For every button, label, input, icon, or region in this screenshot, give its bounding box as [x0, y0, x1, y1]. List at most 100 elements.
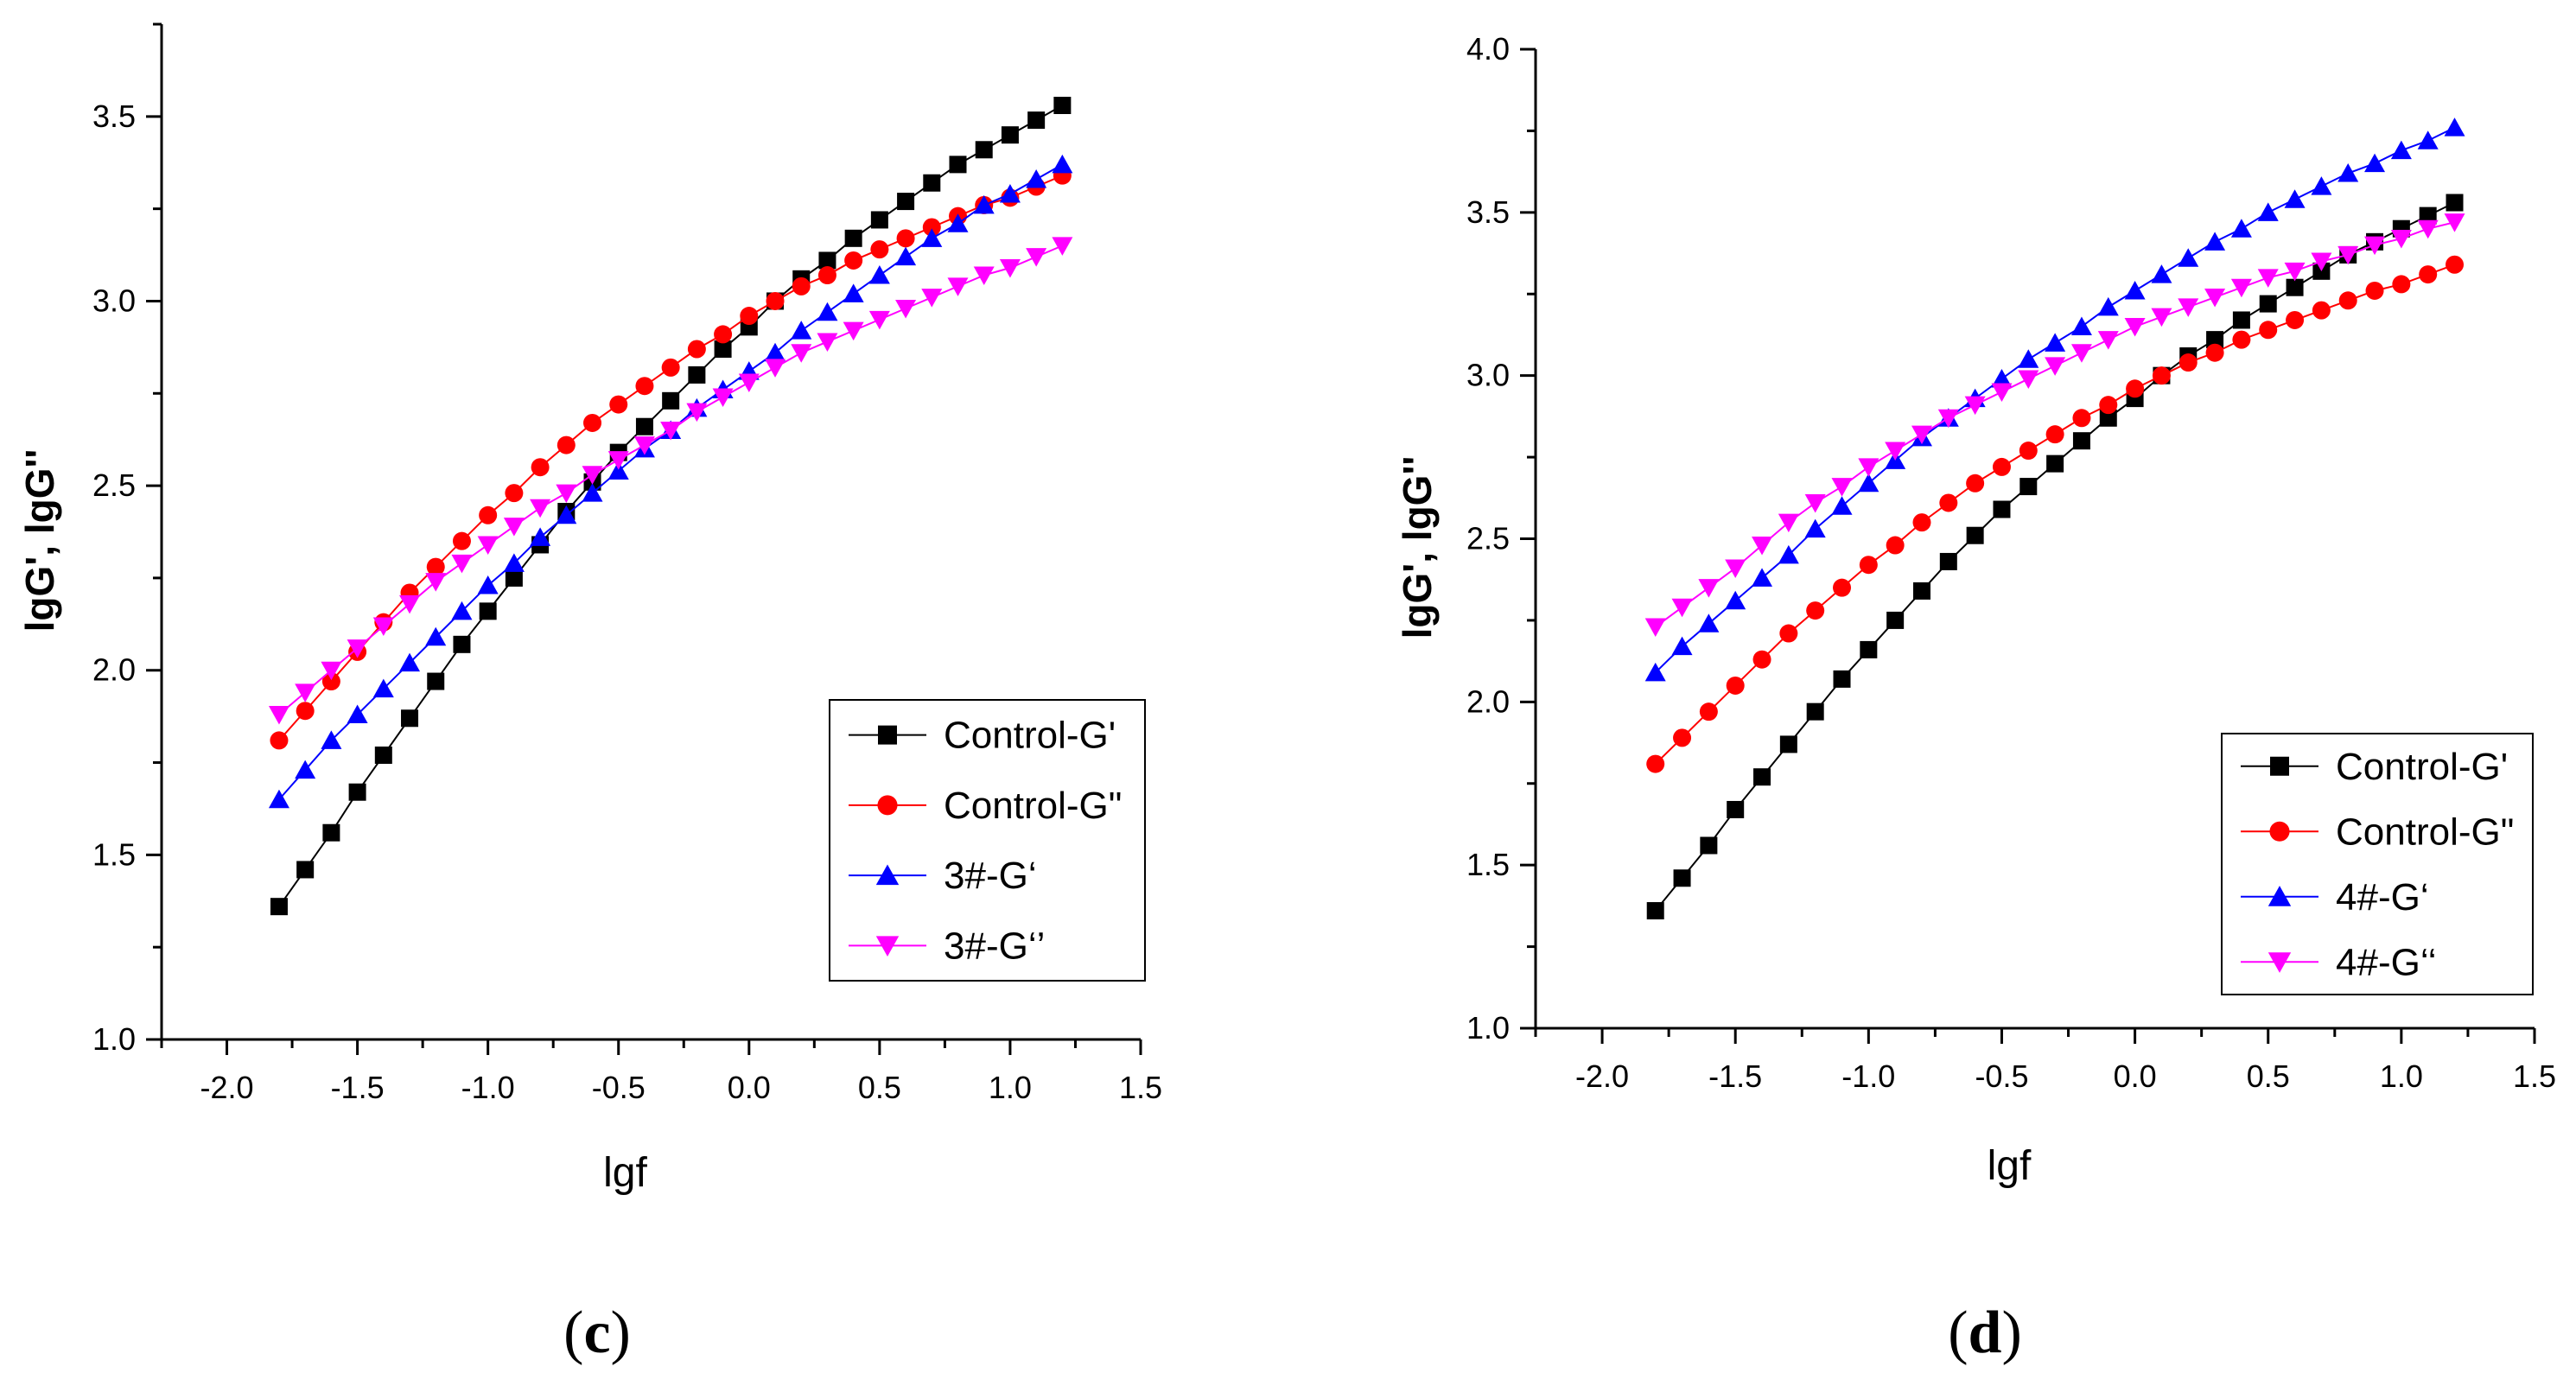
- data-point: [268, 706, 289, 725]
- legend-marker: [2269, 821, 2290, 842]
- data-point: [868, 310, 890, 330]
- data-point: [1858, 473, 1880, 493]
- data-point: [531, 458, 550, 477]
- data-point: [1779, 624, 1798, 643]
- data-point: [2151, 264, 2172, 283]
- data-point: [895, 300, 917, 319]
- data-point: [268, 789, 289, 809]
- data-point: [347, 639, 368, 658]
- data-point: [2311, 176, 2332, 195]
- data-point: [740, 307, 759, 326]
- data-point: [2070, 344, 2092, 363]
- data-point: [843, 321, 864, 341]
- data-point: [2311, 252, 2332, 271]
- data-point: [530, 499, 551, 518]
- data-point: [2337, 163, 2359, 182]
- data-point: [2390, 140, 2412, 160]
- data-point: [505, 569, 523, 587]
- data-point: [399, 594, 421, 614]
- y-tick-label: 3.0: [92, 283, 136, 318]
- data-point: [2284, 189, 2306, 208]
- data-point: [270, 898, 288, 916]
- data-point: [1886, 536, 1905, 555]
- data-point: [348, 783, 366, 801]
- data-point: [2124, 318, 2146, 337]
- x-tick-label: 1.5: [1119, 1070, 1162, 1105]
- x-tick-label: 1.5: [2513, 1058, 2556, 1094]
- data-point: [738, 373, 760, 392]
- data-point: [425, 573, 447, 592]
- data-point: [1912, 513, 1931, 532]
- data-point: [895, 246, 917, 266]
- data-point: [633, 436, 655, 455]
- panel-label-open: (: [563, 1300, 583, 1366]
- data-point: [2178, 298, 2199, 317]
- data-point: [1752, 650, 1771, 669]
- data-point: [712, 388, 734, 408]
- data-point: [2204, 289, 2226, 308]
- data-point: [1991, 383, 2013, 403]
- data-point: [1806, 702, 1824, 721]
- data-point: [479, 602, 497, 620]
- panel-label: (c): [563, 1300, 631, 1366]
- data-point: [766, 291, 785, 310]
- data-point: [2444, 213, 2465, 232]
- data-point: [1026, 248, 1047, 267]
- data-point: [2178, 353, 2198, 372]
- data-point: [1752, 568, 1773, 587]
- data-point: [765, 342, 786, 362]
- data-point: [870, 211, 888, 229]
- data-point: [295, 760, 316, 779]
- x-tick-label: -1.5: [1708, 1058, 1762, 1094]
- x-tick-label: 0.5: [858, 1070, 901, 1105]
- data-point: [1991, 368, 2013, 388]
- data-point: [452, 531, 471, 550]
- data-point: [1027, 111, 1046, 130]
- data-point: [1992, 457, 2011, 476]
- data-point: [1966, 526, 1984, 544]
- data-point: [2151, 308, 2172, 327]
- data-point: [2312, 301, 2331, 320]
- data-point: [2364, 153, 2386, 173]
- data-point: [427, 672, 445, 690]
- data-point: [372, 617, 394, 636]
- legend-marker: [2268, 886, 2292, 906]
- legend-marker: [877, 795, 898, 816]
- legend-label: Control-G": [2336, 810, 2514, 853]
- data-point: [399, 652, 421, 672]
- x-tick-label: -1.0: [1841, 1058, 1895, 1094]
- data-point: [662, 391, 680, 410]
- y-axis-label: lgG', lgG'': [17, 449, 62, 632]
- data-point: [582, 466, 603, 485]
- data-point: [1700, 836, 1718, 855]
- data-point: [2018, 349, 2039, 368]
- y-tick-label: 2.5: [92, 467, 136, 503]
- data-point: [1859, 556, 1878, 575]
- x-tick-label: 1.0: [2380, 1058, 2423, 1094]
- series-line: [278, 175, 1063, 741]
- data-point: [688, 365, 706, 384]
- data-point: [947, 213, 969, 232]
- data-point: [947, 277, 969, 296]
- data-point: [503, 553, 525, 572]
- legend-marker: [875, 864, 900, 886]
- y-axis-label: lgG', lgG'': [1395, 456, 1440, 639]
- legend-label: Control-G': [944, 715, 1116, 757]
- data-point: [1725, 590, 1746, 610]
- data-point: [2284, 262, 2306, 282]
- data-point: [2070, 316, 2092, 336]
- data-point: [791, 344, 812, 363]
- x-tick-label: 0.5: [2247, 1058, 2290, 1094]
- data-point: [687, 340, 706, 359]
- legend-label: 4#-G‘: [2336, 876, 2429, 918]
- data-point: [635, 417, 653, 435]
- data-point: [321, 730, 342, 749]
- data-point: [1052, 154, 1073, 174]
- y-tick-label: 1.5: [92, 836, 136, 872]
- x-tick-label: -2.0: [1575, 1058, 1629, 1094]
- data-point: [1833, 670, 1851, 688]
- data-point: [556, 484, 577, 504]
- data-point: [425, 626, 447, 646]
- data-point: [2230, 278, 2252, 298]
- panel-label-close: ): [611, 1300, 631, 1366]
